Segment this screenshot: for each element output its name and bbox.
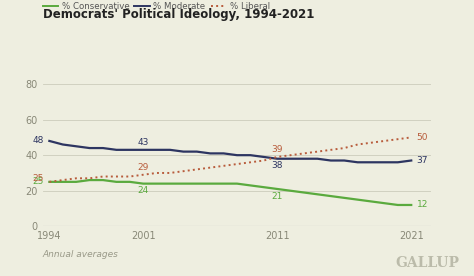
Text: Annual averages: Annual averages [43,250,118,259]
Text: 21: 21 [272,192,283,201]
Text: 48: 48 [33,136,44,145]
Text: 29: 29 [137,163,149,172]
Text: 25: 25 [33,177,44,186]
Text: 24: 24 [137,186,149,195]
Text: 50: 50 [417,133,428,142]
Text: 38: 38 [272,161,283,170]
Text: 25: 25 [33,174,44,183]
Text: Democrats' Political Ideology, 1994-2021: Democrats' Political Ideology, 1994-2021 [43,8,314,21]
Text: 39: 39 [272,145,283,154]
Legend: % Conservative, % Moderate, % Liberal: % Conservative, % Moderate, % Liberal [39,0,273,14]
Text: 37: 37 [417,156,428,165]
Text: 12: 12 [417,200,428,209]
Text: 43: 43 [137,138,149,147]
Text: GALLUP: GALLUP [396,256,460,270]
